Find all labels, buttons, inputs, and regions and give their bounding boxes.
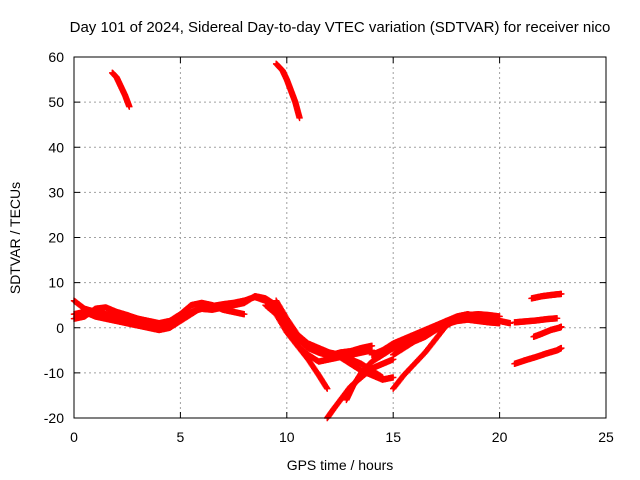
chart-title: Day 101 of 2024, Sidereal Day-to-day VTE… xyxy=(70,19,611,36)
data-point xyxy=(324,385,331,392)
x-tick-label: 20 xyxy=(492,429,508,445)
y-tick-label: 40 xyxy=(48,139,64,155)
x-tick-label: 0 xyxy=(70,429,78,445)
series-arc-d xyxy=(262,301,331,392)
data-point xyxy=(507,320,514,327)
y-tick-label: 20 xyxy=(48,230,64,246)
data-point xyxy=(553,315,561,322)
grid xyxy=(74,57,606,418)
series-arc-o xyxy=(528,290,565,302)
data-layer xyxy=(70,60,565,422)
y-axis-label: SDTVAR / TECUs xyxy=(7,182,23,294)
x-tick-label: 10 xyxy=(279,429,295,445)
x-axis-label: GPS time / hours xyxy=(287,457,394,473)
data-point xyxy=(558,290,565,298)
y-tick-label: 30 xyxy=(48,184,64,200)
x-tick-label: 25 xyxy=(598,429,614,445)
y-tick-label: -10 xyxy=(44,365,64,381)
y-tick-label: 10 xyxy=(48,275,64,291)
x-axis: 0 5 10 15 20 25 xyxy=(70,57,614,445)
y-axis: -20 -10 0 10 20 30 40 50 60 xyxy=(44,49,606,426)
series-arc-l xyxy=(511,315,561,326)
data-point xyxy=(390,374,397,381)
y-tick-label: 50 xyxy=(48,94,64,110)
series-arc-m xyxy=(511,344,565,368)
data-point xyxy=(496,313,503,320)
data-point xyxy=(241,311,248,318)
x-tick-label: 5 xyxy=(177,429,185,445)
y-tick-label: 0 xyxy=(56,320,64,336)
series-arc-q xyxy=(272,60,303,122)
data-point xyxy=(126,103,133,110)
data-point xyxy=(558,344,565,352)
series-arc-c xyxy=(70,299,248,327)
series-arc-e xyxy=(272,297,386,381)
data-point xyxy=(296,114,303,122)
data-point xyxy=(496,320,503,327)
series-arc-k xyxy=(390,316,503,359)
series-arc-p xyxy=(109,69,133,110)
y-tick-label: -20 xyxy=(44,410,64,426)
y-tick-label: 60 xyxy=(48,49,64,65)
x-tick-label: 15 xyxy=(385,429,401,445)
series-arc-n xyxy=(530,323,565,340)
data-point xyxy=(558,323,565,331)
